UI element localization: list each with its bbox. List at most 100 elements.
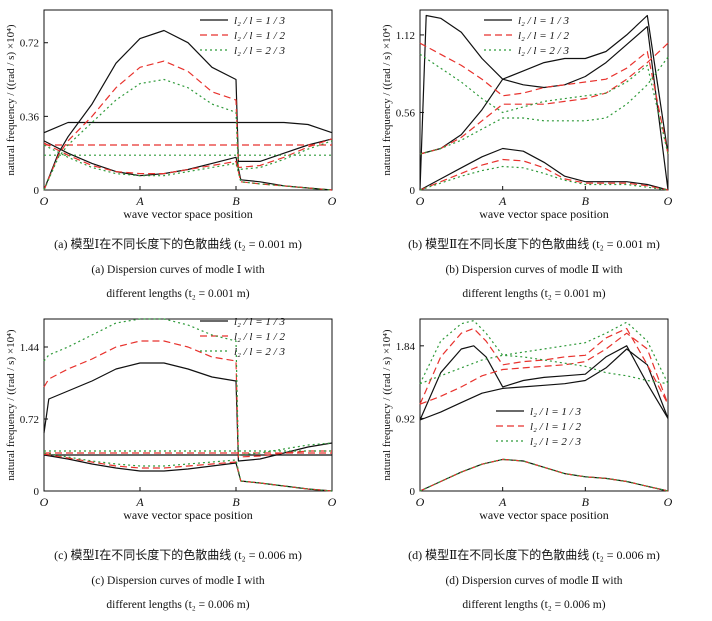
x-axis-label-d: wave vector space position [479,508,609,522]
series-c-0-band-1 [43,362,333,462]
xtick-label-d-0: O [416,495,425,509]
ytick-label-c-2: 1.44 [20,342,40,354]
caption-cn-a: (a) 模型Ⅰ在不同长度下的色散曲线 (t₂ = 0.001 m) [54,237,302,251]
series-d-0-band-2 [419,345,669,421]
xtick-label-a-2: B [232,194,240,208]
y-axis-label-a: natural frequency / ((rad / s) ×10⁴) [5,24,17,175]
xtick-label-d-3: O [664,495,673,509]
ytick-label-a-2: 0.72 [20,38,39,50]
series-b-2-band-1 [419,56,669,155]
series-a-0-band-2 [43,121,333,134]
ytick-label-b-2: 1.12 [396,30,415,42]
xtick-label-b-2: B [582,194,590,208]
series-c-2-band-1 [43,318,333,456]
y-axis-label-c: natural frequency / ((rad / s) ×10⁴) [5,329,17,480]
series-c-1-band-1 [43,340,332,458]
caption-en-line1-b: (b) Dispersion curves of modle Ⅱ with [445,264,623,276]
ytick-label-b-0: 0 [410,185,416,197]
caption-en-line1-a: (a) Dispersion curves of modle Ⅰ with [91,264,265,276]
legend-label-c-1: l₂ / l = 1 / 2 [234,331,285,343]
xtick-label-a-3: O [328,194,337,208]
plot-frame-b [419,9,669,191]
y-axis-label-b: natural frequency / ((rad / s) ×10⁴) [381,24,393,175]
x-axis-label-a: wave vector space position [123,207,253,221]
caption-en-line2-b: different lengths (t₂ = 0.001 m) [462,288,606,300]
series-d-0-band-1 [419,348,669,421]
series-b-1-band-2 [419,42,669,155]
series-a-1-band-1 [43,60,333,191]
series-b-2-band-2 [419,53,669,155]
ytick-label-d-2: 1.84 [396,341,416,353]
xtick-label-d-2: B [582,495,590,509]
caption-en-line2-a: different lengths (t₂ = 0.001 m) [106,288,250,300]
legend-label-c-2: l₂ / l = 2 / 3 [234,346,285,358]
series-b-0-band-1 [419,26,669,191]
legend-label-b-1: l₂ / l = 1 / 2 [518,30,569,42]
legend-label-d-0: l₂ / l = 1 / 3 [530,406,581,418]
caption-en-line2-c: different lengths (t₂ = 0.006 m) [106,599,250,611]
series-d-0-band-0 [419,458,669,492]
legend-label-b-2: l₂ / l = 2 / 3 [518,45,569,57]
plot-frame-a [43,9,333,191]
xtick-label-b-1: A [498,194,507,208]
legend-label-a-0: l₂ / l = 1 / 3 [234,15,285,27]
plot-frame-c [43,318,333,492]
legend-label-a-2: l₂ / l = 2 / 3 [234,45,285,57]
xtick-label-c-1: A [135,495,144,509]
caption-en-line1-d: (d) Dispersion curves of modle Ⅱ with [445,575,623,587]
series-a-0-band-1 [43,29,333,191]
series-b-1-band-0 [419,158,669,191]
xtick-label-b-3: O [664,194,673,208]
xtick-label-b-0: O [416,194,425,208]
legend-label-d-1: l₂ / l = 1 / 2 [530,421,581,433]
caption-cn-d: (d) 模型Ⅱ在不同长度下的色散曲线 (t₂ = 0.006 m) [408,548,660,562]
caption-cn-c: (c) 模型Ⅰ在不同长度下的色散曲线 (t₂ = 0.006 m) [54,548,302,562]
plot-frame-d [419,318,669,492]
ytick-label-c-1: 0.72 [20,414,39,426]
caption-cn-b: (b) 模型Ⅱ在不同长度下的色散曲线 (t₂ = 0.001 m) [408,237,660,251]
xtick-label-d-1: A [498,495,507,509]
ytick-label-c-0: 0 [34,486,40,498]
ytick-label-a-0: 0 [34,185,40,197]
ytick-label-d-1: 0.92 [396,413,415,425]
legend-label-c-0: l₂ / l = 1 / 3 [234,316,285,328]
series-d-1-band-1 [419,332,669,405]
x-axis-label-c: wave vector space position [123,508,253,522]
series-d-1-band-2 [419,327,669,405]
series-d-1-band-0 [419,458,669,492]
ytick-label-d-0: 0 [410,486,416,498]
series-b-0-band-2 [419,14,669,191]
series-d-2-band-2 [419,320,669,385]
ytick-label-b-1: 0.56 [396,107,416,119]
series-b-0-band-0 [419,147,669,191]
series-b-1-band-1 [419,42,669,155]
y-axis-label-d: natural frequency / ((rad / s) ×10⁴) [381,329,393,480]
series-c-2-band-0 [43,452,333,492]
legend-label-d-2: l₂ / l = 2 / 3 [530,436,581,448]
xtick-label-a-0: O [40,194,49,208]
caption-en-line1-c: (c) Dispersion curves of modle Ⅰ with [91,575,265,587]
series-d-2-band-0 [419,458,669,492]
xtick-label-c-0: O [40,495,49,509]
x-axis-label-b: wave vector space position [479,207,609,221]
legend-label-a-1: l₂ / l = 1 / 2 [234,30,285,42]
legend-label-b-0: l₂ / l = 1 / 3 [518,15,569,27]
caption-en-line2-d: different lengths (t₂ = 0.006 m) [462,599,606,611]
series-a-1-band-0 [43,142,333,191]
xtick-label-a-1: A [135,194,144,208]
xtick-label-c-2: B [232,495,240,509]
series-c-0-band-0 [43,454,333,492]
series-a-0-band-0 [43,140,333,191]
series-c-1-band-0 [43,453,333,492]
series-a-2-band-1 [43,78,333,191]
ytick-label-a-1: 0.36 [20,111,40,123]
xtick-label-c-3: O [328,495,337,509]
